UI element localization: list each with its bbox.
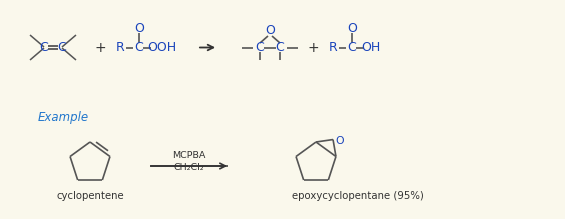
Text: epoxycyclopentane (95%): epoxycyclopentane (95%) bbox=[292, 191, 424, 201]
Text: C: C bbox=[347, 41, 357, 54]
Text: C: C bbox=[134, 41, 144, 54]
Text: C: C bbox=[58, 41, 66, 54]
Text: C: C bbox=[40, 41, 49, 54]
Text: CH₂Cl₂: CH₂Cl₂ bbox=[173, 162, 205, 171]
Text: R: R bbox=[116, 41, 124, 54]
Text: OOH: OOH bbox=[147, 41, 176, 54]
Text: C: C bbox=[276, 41, 284, 54]
Text: O: O bbox=[347, 21, 357, 35]
Text: Example: Example bbox=[38, 111, 89, 124]
Text: O: O bbox=[134, 21, 144, 35]
Text: cyclopentene: cyclopentene bbox=[56, 191, 124, 201]
Text: O: O bbox=[265, 23, 275, 37]
Text: R: R bbox=[329, 41, 337, 54]
Text: OH: OH bbox=[362, 41, 381, 54]
Text: +: + bbox=[94, 41, 106, 55]
Text: MCPBA: MCPBA bbox=[172, 150, 206, 159]
Text: +: + bbox=[307, 41, 319, 55]
Text: C: C bbox=[255, 41, 264, 54]
Text: O: O bbox=[336, 136, 344, 146]
